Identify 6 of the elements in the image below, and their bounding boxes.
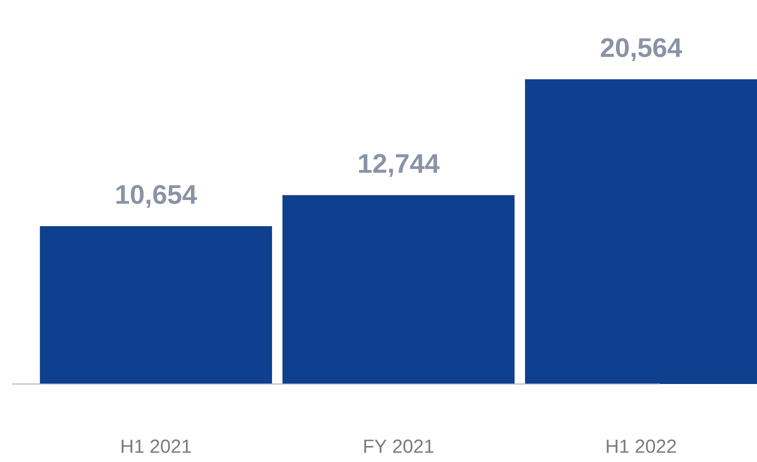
data-label: 12,744 (359, 154, 440, 177)
data-label: 20,564 (600, 38, 682, 62)
x-tick-label: H1 2022 (606, 440, 676, 453)
data-label: 10,654 (116, 184, 197, 208)
x-tick-label: FY 2021 (364, 440, 434, 453)
x-tick-label: H1 2021 (122, 440, 191, 453)
